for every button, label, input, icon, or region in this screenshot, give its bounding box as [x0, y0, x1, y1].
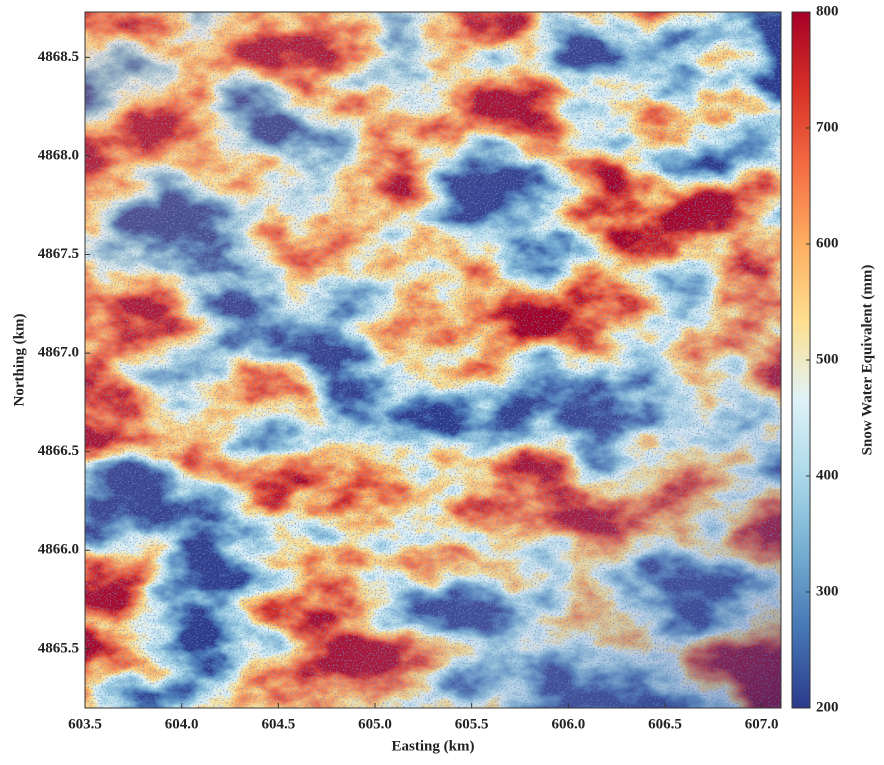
x-axis-label: Easting (km)	[392, 738, 475, 754]
y-tick-label: 4867.0	[38, 345, 79, 361]
colorbar-tick-label: 700	[816, 119, 839, 135]
raster	[85, 12, 781, 708]
x-tick-label: 606.5	[648, 716, 682, 732]
y-tick-label: 4867.5	[38, 246, 79, 262]
x-tick-label: 603.5	[68, 716, 102, 732]
y-tick-label: 4865.5	[38, 640, 79, 656]
colorbar-tick-label: 200	[816, 699, 839, 715]
x-tick-label: 605.5	[455, 716, 489, 732]
x-tick-label: 605.0	[358, 716, 392, 732]
y-tick-label: 4868.0	[38, 147, 79, 163]
x-tick-label: 604.0	[165, 716, 199, 732]
x-tick-label: 606.0	[551, 716, 585, 732]
colorbar-tick-label: 400	[816, 467, 839, 483]
y-tick-label: 4866.0	[38, 542, 79, 558]
x-tick-label: 607.0	[745, 716, 779, 732]
y-axis-label: Northing (km)	[11, 314, 27, 407]
colorbar-label: Snow Water Equivalent (mm)	[859, 265, 875, 456]
colorbar-tick-label: 300	[816, 583, 839, 599]
x-tick-label: 604.5	[261, 716, 295, 732]
colorbar-tick-label: 600	[816, 235, 839, 251]
chart: Easting (km) Northing (km) Snow Water Eq…	[0, 0, 884, 765]
y-tick-label: 4868.5	[38, 49, 79, 65]
y-tick-label: 4866.5	[38, 443, 79, 459]
colorbar-tick-label: 800	[816, 3, 839, 19]
raster-shading	[85, 12, 781, 708]
colorbar-tick-label: 500	[816, 351, 839, 367]
